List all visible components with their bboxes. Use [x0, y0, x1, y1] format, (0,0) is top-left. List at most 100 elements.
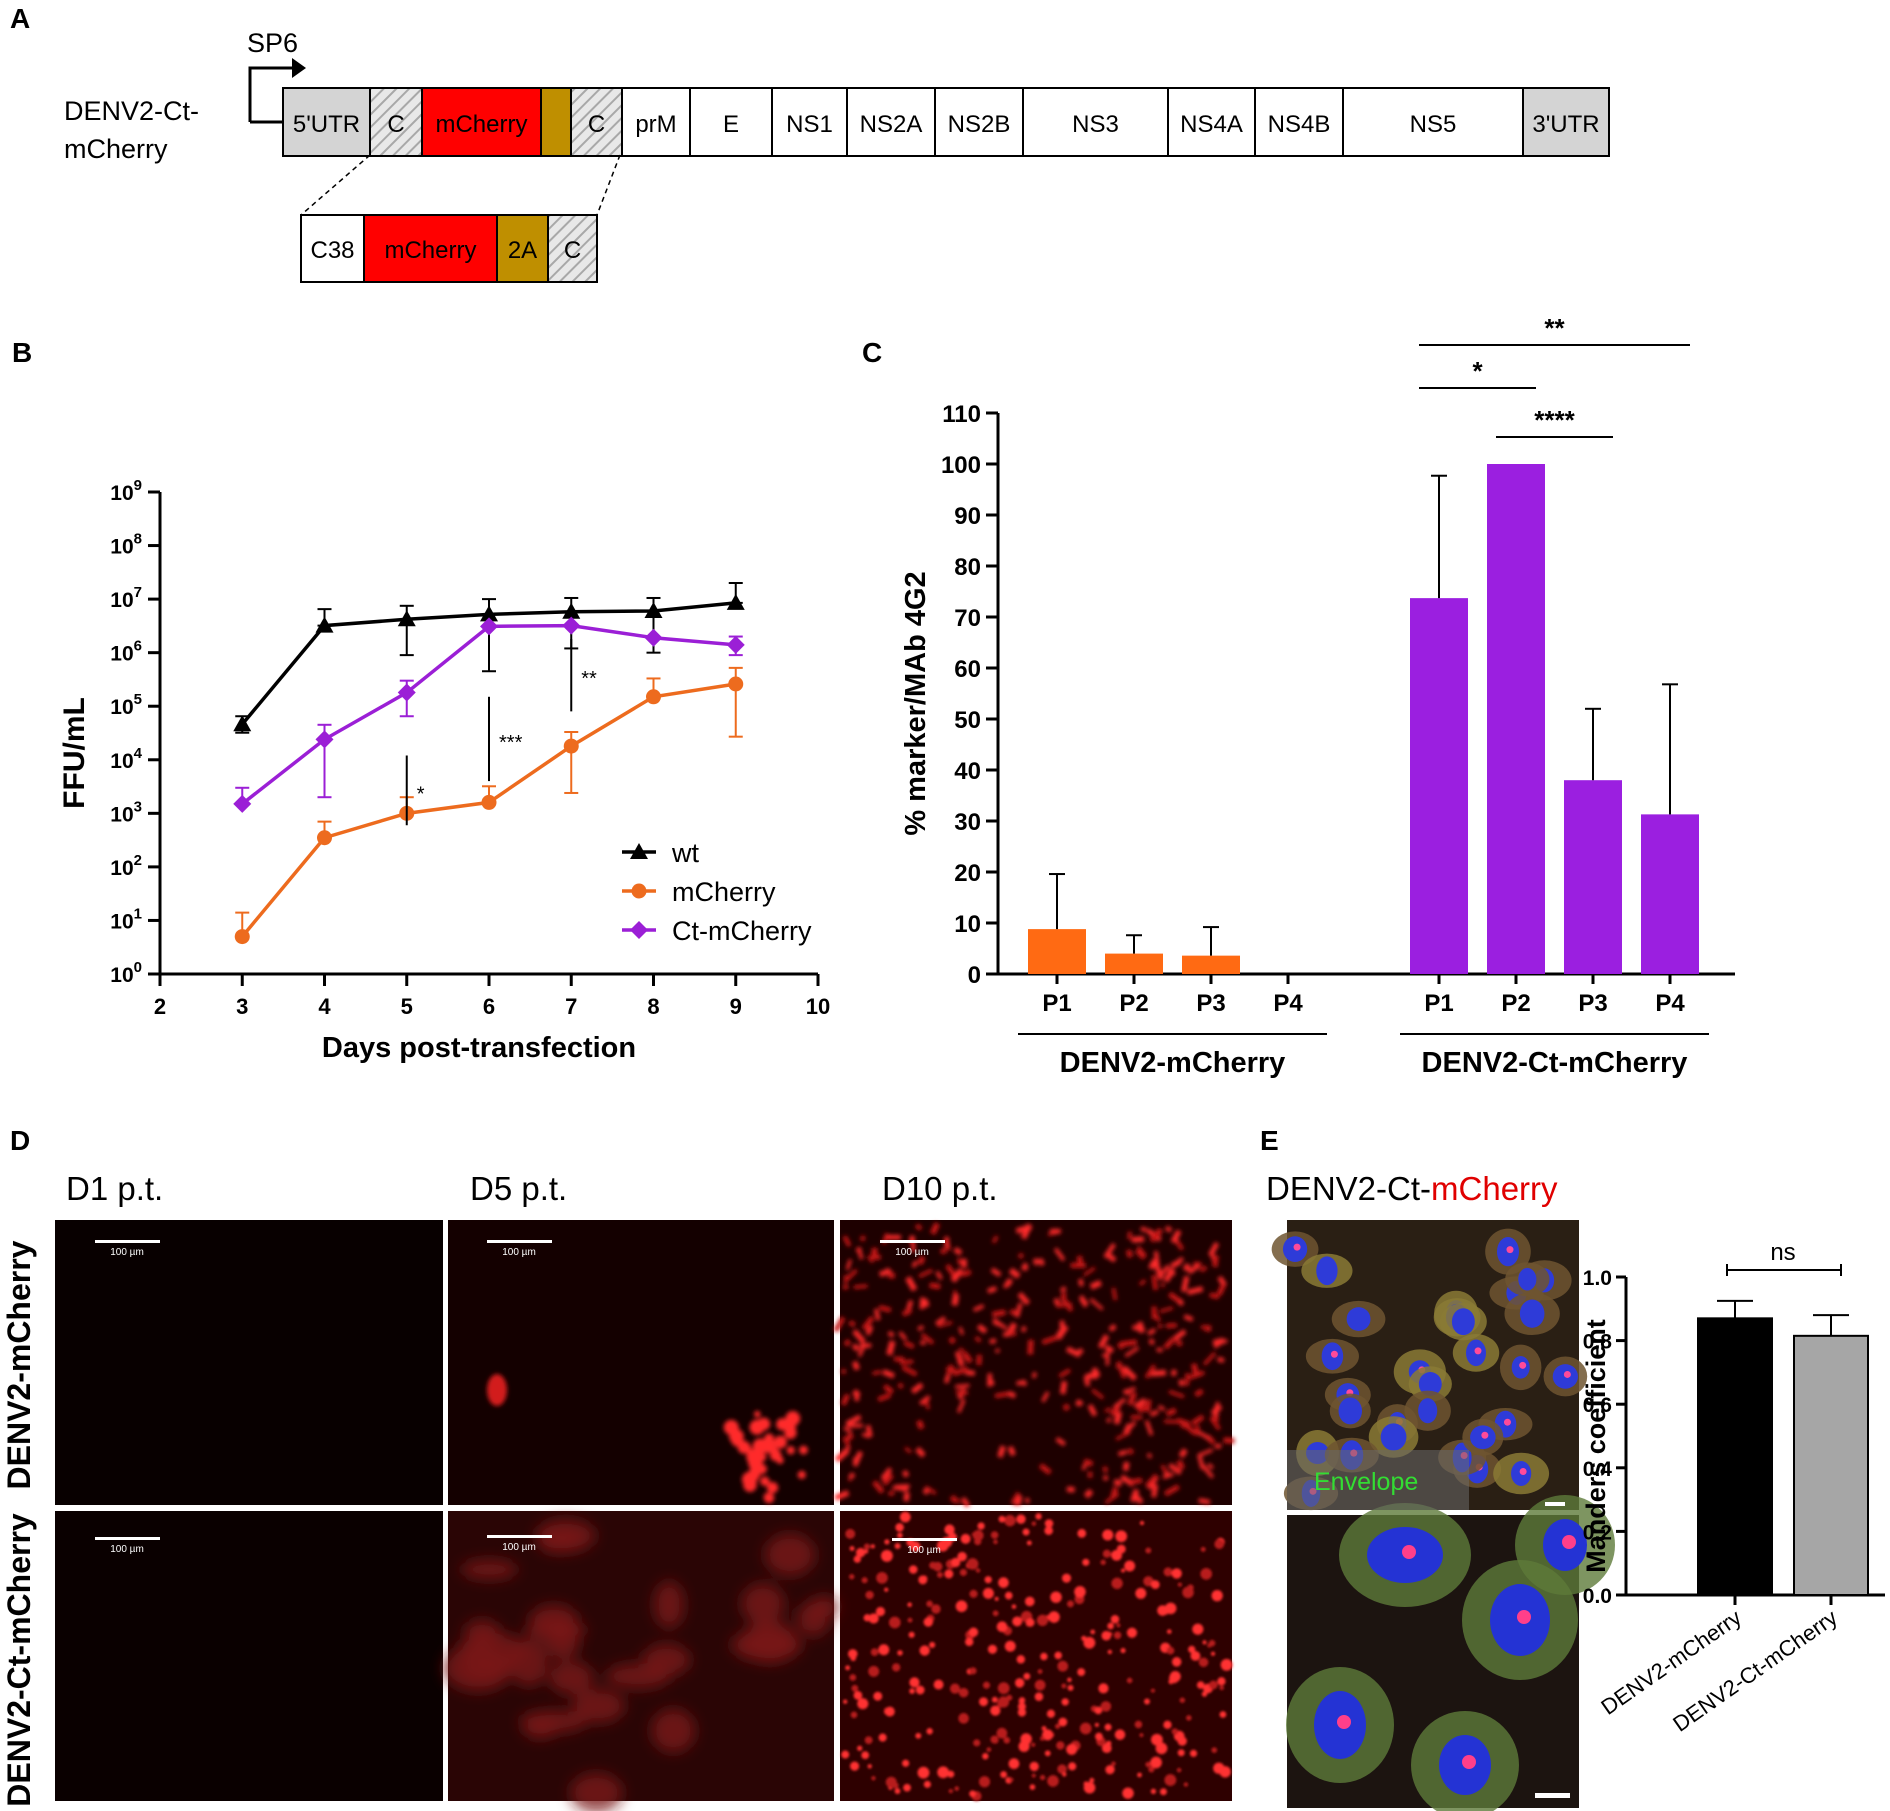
punctum-146 — [1031, 1742, 1036, 1747]
panel-e-title-highlight: mCherry — [1431, 1170, 1558, 1207]
nucleolus-high-3 — [1462, 1755, 1476, 1769]
filament-264 — [919, 1395, 931, 1406]
filament-248 — [1168, 1267, 1176, 1277]
filament-273 — [1113, 1397, 1127, 1409]
punctum-129 — [843, 1699, 848, 1704]
filament-24 — [843, 1339, 852, 1347]
segment-label-prm-5: prM — [635, 111, 676, 138]
filament-57 — [845, 1268, 858, 1281]
point-wt-8 — [644, 601, 663, 618]
segment-c-4 — [570, 87, 623, 157]
filament-235 — [1105, 1417, 1112, 1424]
filament-368 — [1065, 1346, 1082, 1358]
filament-120 — [991, 1235, 999, 1244]
filament-137 — [914, 1223, 923, 1231]
faint-cell-0 — [741, 1583, 785, 1625]
filament-360 — [900, 1359, 914, 1365]
y-tick-label-1: 101 — [110, 905, 142, 933]
punctum-243 — [1100, 1701, 1112, 1712]
nucleus-low-22 — [1518, 1267, 1537, 1291]
panel-e-title: DENV2-Ct-mCherry — [1266, 1170, 1558, 1207]
punctum-43 — [1057, 1660, 1069, 1672]
y-tick-base-9: 10 — [110, 482, 133, 505]
punctum-58 — [1183, 1782, 1189, 1787]
punctum-54 — [1171, 1657, 1182, 1667]
punctum-120 — [1211, 1590, 1223, 1602]
punctum-75 — [1044, 1519, 1054, 1528]
filament-230 — [834, 1489, 850, 1501]
punctum-232 — [1081, 1635, 1087, 1641]
filament-324 — [844, 1275, 848, 1284]
y-tick-exp-8: 8 — [134, 531, 142, 548]
punctum-27 — [1139, 1520, 1145, 1526]
panel-e-title-prefix: DENV2-Ct- — [1266, 1170, 1431, 1207]
punctum-118 — [1067, 1677, 1072, 1683]
punctum-140 — [1163, 1567, 1173, 1577]
cell-network-d10-mcherry — [833, 1222, 1235, 1508]
punctum-192 — [897, 1532, 903, 1539]
filament-103 — [1149, 1227, 1164, 1243]
faint-cell-21 — [605, 1663, 671, 1689]
punctum-222 — [1150, 1756, 1162, 1769]
punctum-270 — [992, 1610, 999, 1617]
filament-246 — [1163, 1484, 1180, 1497]
cell-d5-small — [487, 1374, 507, 1406]
filament-212 — [1102, 1475, 1109, 1481]
punctum-278 — [929, 1641, 936, 1649]
filament-330 — [987, 1376, 995, 1386]
faint-cell-11 — [443, 1644, 513, 1692]
filament-177 — [1160, 1282, 1166, 1288]
punctum-68 — [1192, 1623, 1204, 1635]
punctum-29 — [986, 1747, 992, 1752]
scale-bar-5 — [892, 1538, 957, 1541]
punctum-63 — [926, 1728, 933, 1735]
punctum-186 — [1148, 1766, 1155, 1773]
punctum-53 — [1004, 1591, 1013, 1600]
punctum-72 — [990, 1705, 1001, 1716]
y-axis-title: % marker/MAb 4G2 — [900, 571, 932, 835]
punctum-298 — [1090, 1629, 1096, 1635]
punctum-56 — [903, 1783, 911, 1792]
filament-173 — [1190, 1414, 1205, 1426]
filament-286 — [882, 1384, 895, 1395]
filament-20 — [853, 1284, 868, 1289]
y-tick-label-0-0: 0.0 — [1583, 1585, 1612, 1608]
punctum-299 — [1054, 1723, 1061, 1729]
punctum-201 — [1111, 1577, 1123, 1590]
filament-345 — [848, 1472, 856, 1480]
y-tick-base-3: 10 — [110, 803, 133, 826]
punctum-116 — [1126, 1677, 1133, 1684]
faint-cell-20 — [519, 1710, 588, 1734]
punctum-82 — [894, 1788, 901, 1794]
filament-49 — [859, 1235, 866, 1242]
filament-381 — [1103, 1242, 1116, 1259]
punctum-260 — [933, 1679, 944, 1690]
segment-label-ns4a-11: NS4A — [1180, 111, 1243, 138]
punctum-136 — [875, 1606, 886, 1617]
y-tick-exp-3: 3 — [134, 798, 142, 815]
punctum-310 — [1171, 1568, 1182, 1579]
micrograph-d5-mcherry — [448, 1220, 834, 1505]
filament-111 — [1187, 1286, 1204, 1296]
punctum-258 — [1062, 1772, 1067, 1777]
filament-67 — [951, 1293, 960, 1306]
cluster-dot-13 — [729, 1428, 744, 1444]
significance-label-7: ** — [581, 668, 597, 690]
punctum-309 — [847, 1649, 858, 1659]
filament-117 — [958, 1326, 964, 1336]
x-tick-label-6: 6 — [483, 994, 495, 1019]
filament-291 — [1159, 1306, 1174, 1314]
bar-denv2-mcherry-p3 — [1182, 955, 1240, 974]
nucleus-low-3 — [1346, 1307, 1371, 1331]
filament-308 — [1148, 1338, 1155, 1346]
punctum-300 — [868, 1665, 880, 1677]
filament-30 — [1138, 1279, 1147, 1286]
filament-412 — [1149, 1409, 1159, 1417]
filament-183 — [851, 1360, 860, 1371]
y-tick-label-0-6: 0.6 — [1583, 1394, 1612, 1417]
filament-144 — [1160, 1464, 1169, 1475]
punctum-212 — [909, 1677, 920, 1688]
filament-48 — [1020, 1379, 1028, 1387]
punctum-315 — [1009, 1777, 1014, 1782]
filament-27 — [1109, 1404, 1122, 1417]
